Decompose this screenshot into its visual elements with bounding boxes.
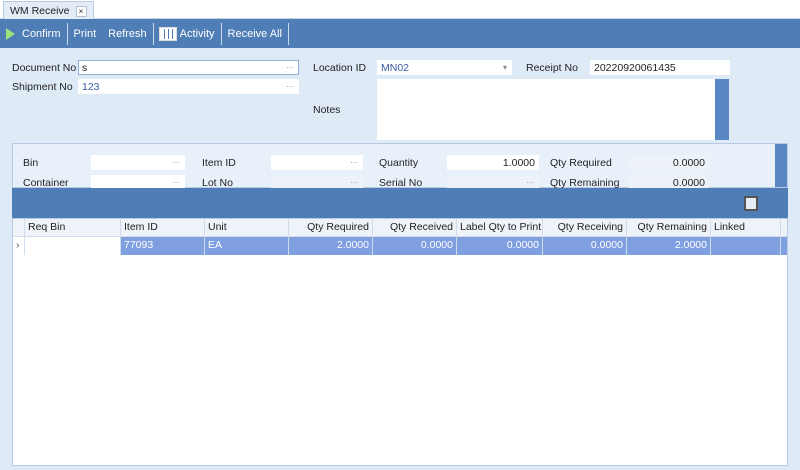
ellipsis-icon: ··· — [350, 178, 358, 187]
column-header[interactable]: Item ID — [121, 219, 205, 236]
location-id-dropdown[interactable]: MN02 ▾ — [377, 60, 512, 75]
ellipsis-icon[interactable]: ··· — [286, 82, 294, 91]
bin-field[interactable]: ··· — [91, 155, 185, 170]
row-indicator-icon: › — [13, 237, 25, 255]
table-cell[interactable]: 2.0000 — [627, 237, 711, 255]
separator — [220, 22, 222, 45]
grid-header: Req Bin Item ID Unit Qty Required Qty Receiv… — [13, 219, 787, 237]
table-cell[interactable]: 0.0000 — [373, 237, 457, 255]
table-row[interactable]: › 77093 EA 2.0000 0.0000 0.0000 0.0000 2.0000 — [13, 237, 787, 255]
item-id-field[interactable]: ··· — [271, 155, 363, 170]
column-header[interactable]: Qty Remaining — [627, 219, 711, 236]
grid-toolbar — [12, 188, 788, 218]
qty-required-label: Qty Required — [550, 157, 612, 169]
lot-no-label: Lot No — [202, 177, 233, 189]
notes-label: Notes — [313, 104, 341, 116]
ellipsis-icon: ··· — [526, 178, 534, 187]
print-button[interactable]: Print — [73, 27, 97, 40]
shipment-no-label: Shipment No — [12, 81, 73, 93]
ellipsis-icon[interactable]: ··· — [172, 158, 180, 167]
separator — [152, 22, 154, 45]
table-cell[interactable]: 0.0000 — [457, 237, 543, 255]
grid-icon — [158, 26, 177, 41]
activity-label: Activity — [179, 27, 215, 40]
shipment-no-value: 123 — [82, 81, 100, 93]
table-cell[interactable]: 2.0000 — [289, 237, 373, 255]
chevron-down-icon[interactable]: ▾ — [502, 63, 507, 72]
ellipsis-icon[interactable]: ··· — [286, 63, 294, 72]
entry-panel: Bin ··· Container ··· Item ID ··· Lot No… — [12, 143, 788, 190]
close-icon[interactable]: × — [75, 5, 87, 17]
table-cell[interactable] — [711, 237, 781, 255]
column-header[interactable]: Unit — [205, 219, 289, 236]
qty-remaining-label: Qty Remaining — [550, 177, 620, 189]
table-cell[interactable] — [25, 237, 121, 255]
document-no-value: s — [82, 62, 88, 74]
qty-required-value: 0.0000 — [629, 155, 709, 170]
separator — [287, 22, 289, 45]
column-header[interactable]: Qty Required — [289, 219, 373, 236]
quantity-label: Quantity — [379, 157, 419, 169]
column-header[interactable]: Qty Received — [373, 219, 457, 236]
notes-scrollbar[interactable] — [715, 79, 729, 140]
receive-grid: Req Bin Item ID Unit Qty Required Qty Receiv… — [12, 218, 788, 466]
receive-all-button[interactable]: Receive All — [227, 27, 282, 40]
confirm-button[interactable]: Confirm — [0, 19, 67, 48]
ellipsis-icon[interactable]: ··· — [350, 158, 358, 167]
row-indicator-header — [13, 219, 25, 236]
panel-scrollbar[interactable] — [775, 144, 787, 187]
location-id-value: MN02 — [381, 62, 410, 74]
quantity-field[interactable]: 1.0000 — [447, 155, 539, 170]
column-header[interactable]: Linked — [711, 219, 781, 236]
item-id-label: Item ID — [202, 157, 236, 169]
tab-title: WM Receive — [10, 5, 70, 17]
document-no-label: Document No — [12, 62, 77, 74]
tab-wm-receive[interactable]: WM Receive × — [3, 1, 94, 19]
receipt-no-field[interactable]: 20220920061435 — [590, 60, 730, 75]
column-header[interactable]: Label Qty to Print — [457, 219, 543, 236]
save-icon[interactable] — [744, 196, 758, 211]
document-no-field[interactable]: s ··· — [78, 60, 299, 75]
table-cell[interactable]: 77093 — [121, 237, 205, 255]
shipment-no-field[interactable]: 123 ··· — [78, 79, 299, 94]
ellipsis-icon[interactable]: ··· — [172, 178, 180, 187]
refresh-button[interactable]: Refresh — [108, 27, 147, 40]
play-icon — [6, 27, 15, 40]
separator — [66, 22, 68, 45]
bin-label: Bin — [23, 157, 39, 169]
confirm-label: Confirm — [22, 27, 61, 40]
table-cell[interactable]: 0.0000 — [543, 237, 627, 255]
tab-bar: WM Receive × — [0, 0, 800, 19]
column-header[interactable]: Qty Receiving — [543, 219, 627, 236]
column-header[interactable]: Req Bin — [25, 219, 121, 236]
toolbar: Confirm Print Refresh Activity Receive A… — [0, 19, 800, 48]
table-cell[interactable]: EA — [205, 237, 289, 255]
activity-button[interactable]: Activity — [154, 19, 221, 48]
notes-textarea[interactable] — [377, 79, 729, 140]
serial-no-label: Serial No — [379, 177, 423, 189]
receipt-no-label: Receipt No — [526, 62, 578, 74]
location-id-label: Location ID — [313, 62, 367, 74]
container-label: Container — [23, 177, 69, 189]
